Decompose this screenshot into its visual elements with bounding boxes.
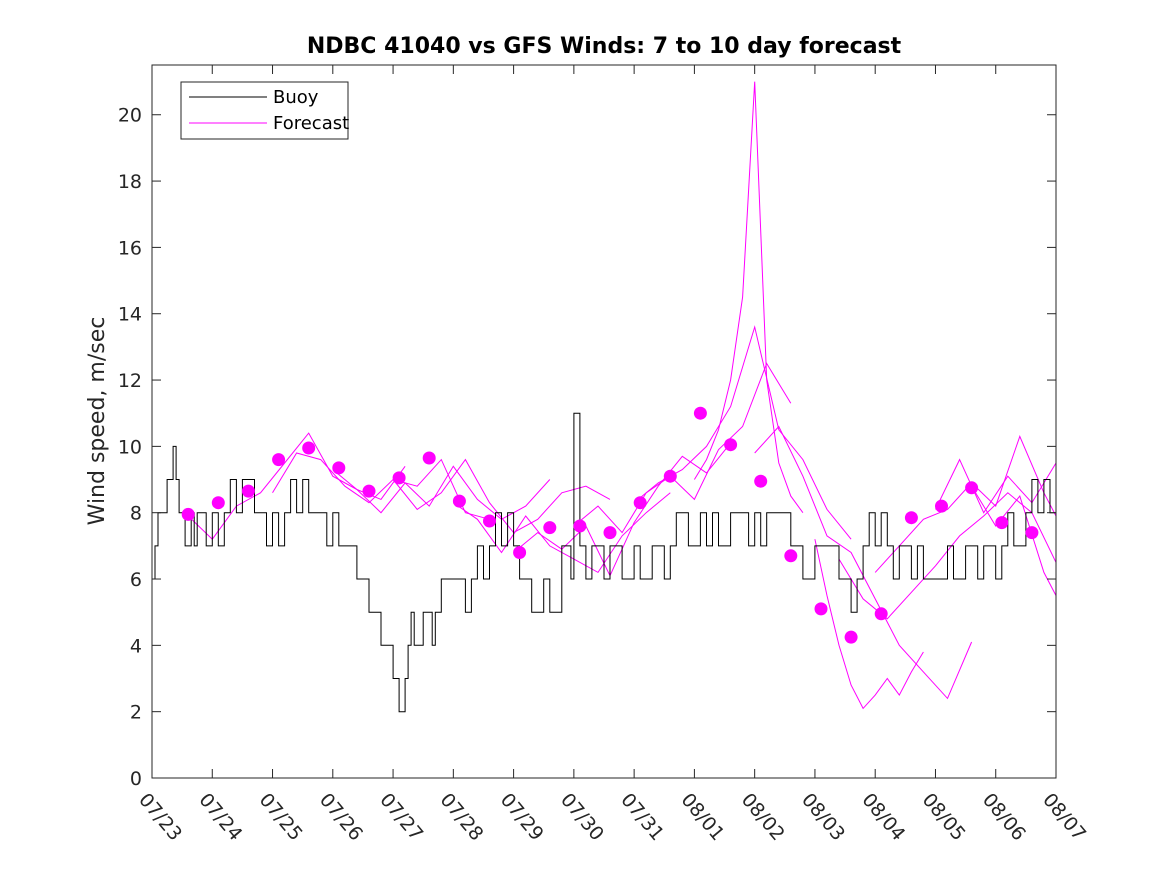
x-tick-label: 07/24 (194, 789, 246, 845)
forecast-line-7 (573, 362, 792, 534)
forecast-line-9 (693, 81, 804, 513)
y-tick-label: 20 (118, 105, 142, 127)
x-tick-label: 08/07 (1038, 789, 1090, 845)
forecast-mean-point (965, 481, 979, 495)
legend-label-forecast: Forecast (273, 113, 349, 134)
forecast-mean-point (814, 602, 828, 616)
forecast-mean-point (904, 511, 918, 525)
forecast-mean-point (543, 521, 557, 535)
forecast-mean-point (211, 496, 225, 510)
forecast-mean-point (272, 453, 286, 467)
plot-frame (151, 64, 1057, 779)
x-tick-label: 07/23 (134, 789, 186, 845)
x-tick-label: 07/27 (375, 789, 427, 845)
forecast-mean-point (935, 499, 948, 513)
forecast-mean-point (995, 516, 1009, 530)
forecast-mean-point (483, 514, 496, 528)
forecast-line-15 (971, 485, 1056, 596)
forecast-mean-point (392, 471, 406, 485)
x-tick-label: 07/26 (315, 789, 367, 845)
x-tick-label: 07/30 (556, 789, 608, 845)
forecast-line-14 (935, 458, 1056, 514)
forecast-mean-point (633, 496, 647, 510)
x-tick-label: 08/03 (797, 789, 849, 845)
y-tick-label: 0 (130, 768, 142, 790)
forecast-mean-point (452, 494, 466, 508)
forecast-line-11 (814, 539, 924, 710)
y-tick-label: 8 (130, 503, 142, 525)
plot-area (152, 81, 1056, 713)
legend-label-buoy: Buoy (273, 87, 319, 108)
forecast-mean-point (724, 438, 738, 452)
forecast-mean-point (874, 607, 888, 621)
y-tick-label: 16 (118, 237, 142, 259)
y-tick-label: 2 (130, 702, 142, 724)
forecast-mean-point (603, 526, 617, 540)
x-tick-label: 07/25 (255, 789, 307, 845)
legend-box (180, 81, 349, 140)
forecast-mean-point (754, 474, 768, 488)
forecast-mean-point (181, 507, 195, 521)
x-tick-label: 08/02 (737, 789, 789, 845)
x-tick-label: 07/31 (616, 789, 668, 845)
series-group (152, 81, 1056, 713)
forecast-mean-point (241, 484, 255, 498)
forecast-mean-point (422, 451, 436, 465)
y-axis-label: Wind speed, m/sec (85, 317, 110, 526)
forecast-line-8 (633, 325, 852, 540)
forecast-line-2 (272, 452, 490, 520)
forecast-mean-point (302, 441, 316, 455)
forecast-mean-point (844, 630, 858, 644)
buoy-line (152, 412, 1056, 713)
x-tick-label: 08/06 (978, 789, 1030, 845)
forecast-mean-point (573, 519, 587, 533)
forecast-mean-point (693, 406, 707, 420)
y-tick-label: 12 (118, 370, 142, 392)
y-tick-label: 14 (118, 304, 142, 326)
legend: Buoy Forecast (180, 81, 349, 140)
forecast-mean-point (332, 461, 346, 475)
x-tick-label: 07/29 (496, 789, 548, 845)
forecast-mean-point (513, 546, 527, 559)
x-tick-label: 08/01 (677, 789, 729, 845)
x-tick-label: 08/05 (918, 789, 970, 845)
forecast-mean-point (663, 469, 677, 483)
y-tick-label: 4 (130, 635, 142, 657)
y-tick-label: 10 (118, 436, 142, 458)
y-tick-label: 6 (130, 569, 142, 591)
x-tick-label: 08/04 (857, 789, 909, 845)
x-tick-label: 07/28 (436, 789, 488, 845)
y-tick-label: 18 (118, 171, 142, 193)
forecast-mean-point (1025, 526, 1039, 540)
chart-title: NDBC 41040 vs GFS Winds: 7 to 10 day for… (307, 34, 902, 59)
forecast-mean-point (362, 484, 376, 498)
forecast-mean-point (784, 549, 798, 563)
